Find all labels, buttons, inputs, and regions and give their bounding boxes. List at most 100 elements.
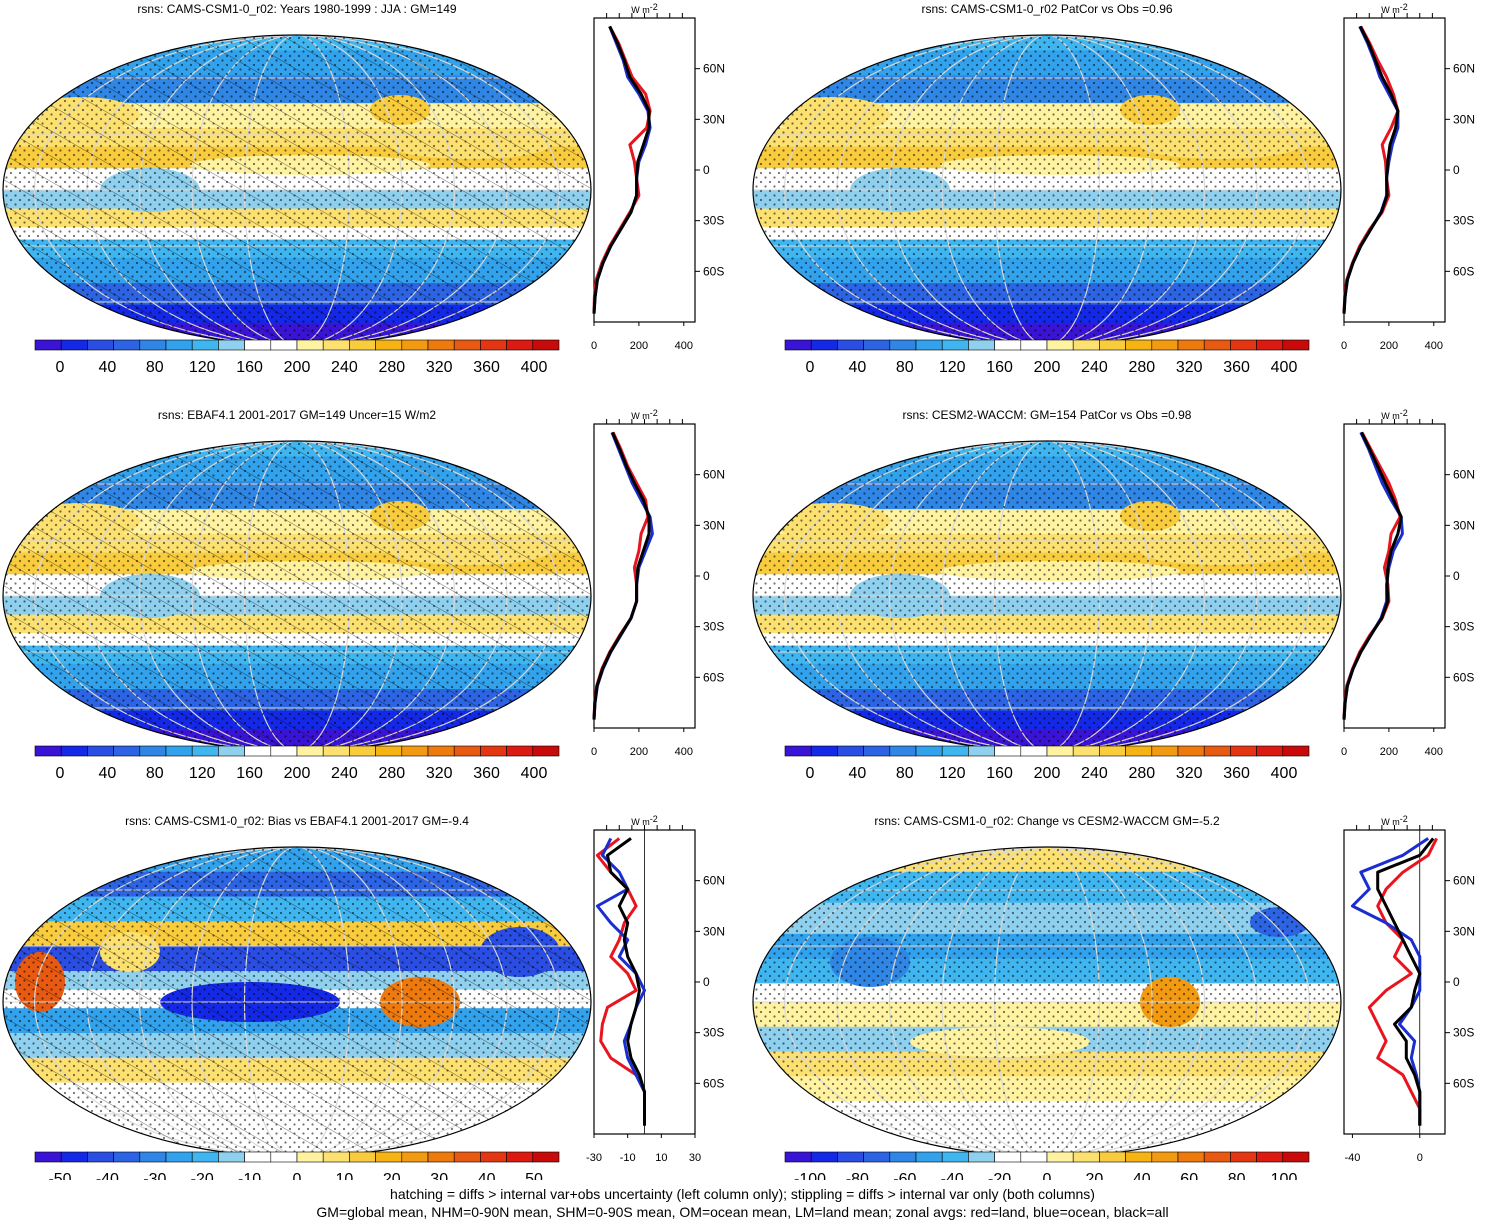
colorbar-swatch [165, 745, 193, 757]
colorbar-label: -20 [988, 1171, 1011, 1180]
colorbar-label: -40 [941, 1171, 964, 1180]
colorbar-swatch [322, 339, 350, 351]
colorbar-swatch [889, 1151, 917, 1163]
zonal-line-all [1376, 837, 1435, 1126]
colorbar-label: 0 [1043, 1171, 1052, 1180]
zonal-x-label: 400 [1425, 746, 1443, 758]
zonal-unit-exp: -2 [650, 408, 658, 418]
colorbar-swatch [139, 1151, 167, 1163]
zonal-lat-label: 60S [703, 670, 724, 684]
colorbar-swatch [1125, 339, 1153, 351]
colorbar-label: 80 [146, 359, 164, 376]
colorbar-label: 0 [293, 1171, 302, 1180]
zonal-unit-exp: -2 [1400, 408, 1408, 418]
colorbar-swatch [60, 745, 88, 757]
colorbar-label: -30 [143, 1171, 166, 1180]
map-field [753, 35, 1341, 345]
colorbar-label: -10 [238, 1171, 261, 1180]
colorbar-label: 360 [1223, 359, 1250, 376]
colorbar-swatch [191, 1151, 219, 1163]
colorbar-swatch [480, 339, 507, 351]
zonal-unit-exp: -2 [1400, 2, 1408, 12]
colorbar-swatch [322, 745, 350, 757]
colorbar-swatch [1099, 1151, 1126, 1163]
colorbar-swatch [994, 745, 1022, 757]
zonal-line-all [592, 25, 651, 314]
colorbar-swatch [1256, 1151, 1284, 1163]
zonal-lat-label: 30N [703, 518, 725, 532]
colorbar-label: 320 [1176, 765, 1203, 782]
colorbar-swatch [60, 339, 88, 351]
colorbar-swatch [401, 745, 429, 757]
colorbar-label: 280 [378, 359, 405, 376]
colorbar-swatch [532, 1151, 560, 1163]
colorbar-swatch [1203, 745, 1231, 757]
zonal-x-label: -40 [1344, 1152, 1360, 1164]
zonal-x-label: 400 [675, 340, 693, 352]
colorbar-swatch [1099, 745, 1126, 757]
colorbar-swatch [244, 339, 272, 351]
zonal-frame [1343, 17, 1446, 323]
colorbar-label: 100 [1271, 1171, 1298, 1180]
colorbar-label: 160 [986, 359, 1013, 376]
zonal-lat-label: 30S [1453, 214, 1474, 228]
panel-title: rsns: CAMS-CSM1-0_r02 PatCor vs Obs =0.9… [921, 2, 1172, 16]
colorbar-swatch [968, 745, 995, 757]
colorbar-label: 320 [426, 359, 453, 376]
zonal-lat-label: 0 [703, 163, 710, 177]
colorbar-swatch [1072, 339, 1100, 351]
colorbar-label: 0 [56, 359, 65, 376]
zonal-plot: W m-2 60N 30N 0 30S 60S 0 200 400 [1341, 408, 1475, 758]
colorbar-label: 20 [1086, 1171, 1104, 1180]
footer-line-2: GM=global mean, NHM=0-90N mean, SHM=0-90… [316, 1204, 1169, 1220]
colorbar-swatch [784, 1151, 812, 1163]
colorbar-swatch [401, 1151, 429, 1163]
panel-5: rsns: CAMS-CSM1-0_r02: Bias vs EBAF4.1 2… [2, 814, 725, 1180]
zonal-line-ocean [1342, 431, 1404, 720]
colorbar-swatch [1203, 339, 1231, 351]
colorbar-swatch [34, 1151, 62, 1163]
zonal-line-land [1367, 837, 1438, 1126]
colorbar-label: 360 [473, 359, 500, 376]
colorbar-label: 160 [986, 765, 1013, 782]
zonal-line-all [1342, 431, 1403, 720]
colorbar-swatch [1046, 745, 1074, 757]
colorbar-label: -100 [794, 1171, 826, 1180]
colorbar-swatch [1282, 1151, 1310, 1163]
colorbar-swatch [941, 339, 969, 351]
colorbar-label: 200 [284, 359, 311, 376]
colorbar-swatch [453, 745, 481, 757]
colorbar-label: -50 [48, 1171, 71, 1180]
colorbar-swatch [34, 745, 62, 757]
panel-1: rsns: CAMS-CSM1-0_r02: Years 1980-1999 :… [2, 2, 725, 376]
colorbar-swatch [915, 1151, 943, 1163]
colorbar-label: 240 [1081, 765, 1108, 782]
colorbar-swatch [915, 339, 943, 351]
zonal-lat-label: 60S [1453, 264, 1474, 278]
zonal-x-label: 0 [1417, 1152, 1423, 1164]
zonal-line-land [592, 25, 652, 314]
colorbar-swatch [322, 1151, 350, 1163]
colorbar-label: 40 [849, 359, 867, 376]
stipple-overlay [753, 35, 1341, 345]
colorbar-swatch [889, 745, 917, 757]
colorbar-label: 80 [1228, 1171, 1246, 1180]
colorbar-swatch [218, 339, 245, 351]
colorbar-swatch [1046, 339, 1074, 351]
colorbar-label: 120 [939, 359, 966, 376]
colorbar: -50 -40 -30 -20 -10 0 10 20 30 40 50 [34, 1151, 560, 1180]
zonal-plot: W m-2 60N 30N 0 30S 60S 0 200 400 [591, 408, 725, 758]
colorbar-swatch [1072, 1151, 1100, 1163]
colorbar-swatch [994, 339, 1022, 351]
colorbar-swatch [34, 339, 62, 351]
zonal-unit-exp: -2 [650, 814, 658, 824]
colorbar-swatch [1256, 745, 1284, 757]
zonal-lat-label: 60N [1453, 468, 1475, 482]
colorbar-swatch [506, 745, 534, 757]
colorbar-swatch [1230, 745, 1257, 757]
colorbar-swatch [87, 339, 114, 351]
zonal-lat-label: 0 [703, 569, 710, 583]
colorbar-swatch [837, 745, 864, 757]
colorbar-label: 320 [426, 765, 453, 782]
zonal-line-ocean [592, 431, 654, 720]
